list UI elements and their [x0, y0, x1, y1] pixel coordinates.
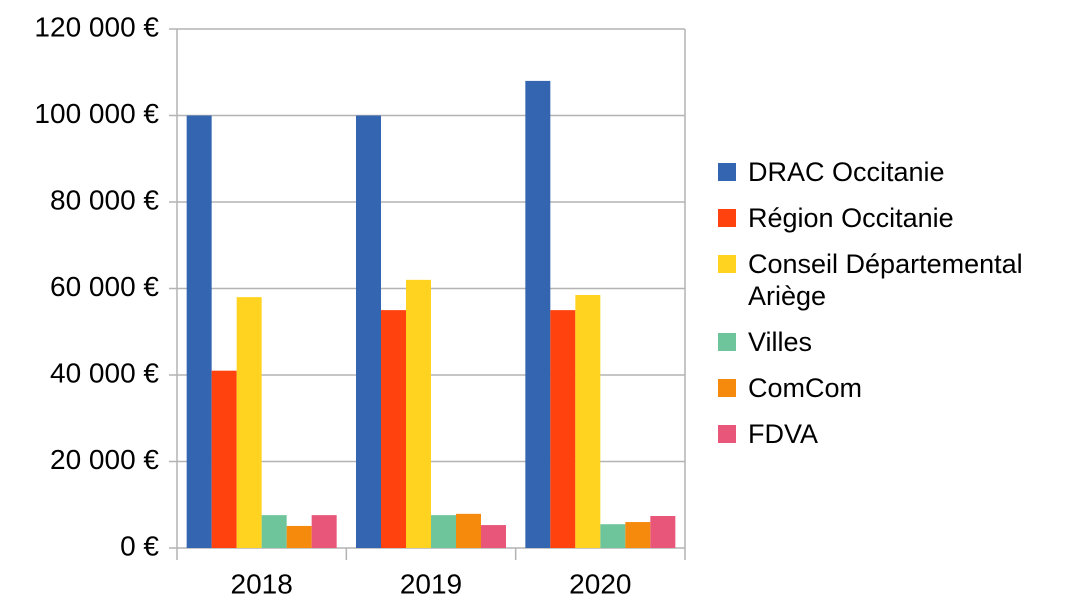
bar — [481, 525, 506, 548]
x-tick-label: 2018 — [231, 568, 293, 599]
y-tick-label: 80 000 € — [50, 184, 159, 215]
bar — [186, 115, 212, 548]
y-tick-label: 120 000 € — [34, 11, 159, 42]
bar — [575, 294, 601, 548]
bar — [625, 522, 651, 548]
y-tick-label: 0 € — [120, 530, 159, 561]
y-tick-label: 40 000 € — [50, 357, 159, 388]
legend-swatch — [718, 255, 736, 273]
bar — [261, 515, 287, 548]
legend-item: FDVA — [718, 418, 1068, 450]
legend-label: FDVA — [748, 419, 819, 449]
legend: DRAC Occitanie Région Occitanie Conseil Dé… — [718, 156, 1068, 464]
x-tick-label: 2020 — [569, 568, 631, 599]
bar — [600, 524, 626, 548]
bar — [406, 279, 431, 548]
bar — [286, 525, 312, 548]
legend-label: Région Occitanie — [748, 203, 954, 233]
bar — [381, 310, 406, 548]
bar — [525, 80, 551, 549]
bar — [550, 310, 576, 548]
legend-item: Conseil Départemental Ariège — [718, 248, 1068, 312]
bar — [650, 515, 676, 548]
legend-swatch — [718, 209, 736, 227]
legend-swatch — [718, 333, 736, 351]
y-tick-label: 20 000 € — [50, 444, 159, 475]
bar — [236, 297, 262, 548]
bar — [211, 370, 237, 548]
legend-item: Villes — [718, 326, 1068, 358]
legend-swatch — [718, 425, 736, 443]
legend-swatch — [718, 379, 736, 397]
legend-label: ComCom — [748, 373, 863, 403]
legend-label: Conseil Départemental Ariège — [748, 249, 1023, 311]
legend-swatch — [718, 163, 736, 181]
legend-item: Région Occitanie — [718, 202, 1068, 234]
bar — [311, 515, 337, 548]
bar — [431, 515, 456, 548]
y-tick-label: 60 000 € — [50, 271, 159, 302]
x-tick-label: 2019 — [400, 568, 462, 599]
bar — [356, 115, 381, 548]
legend-item: DRAC Occitanie — [718, 156, 1068, 188]
bar — [456, 513, 481, 548]
legend-label: Villes — [748, 327, 813, 357]
legend-label: DRAC Occitanie — [748, 157, 945, 187]
y-tick-label: 100 000 € — [34, 98, 159, 129]
legend-item: ComCom — [718, 372, 1068, 404]
